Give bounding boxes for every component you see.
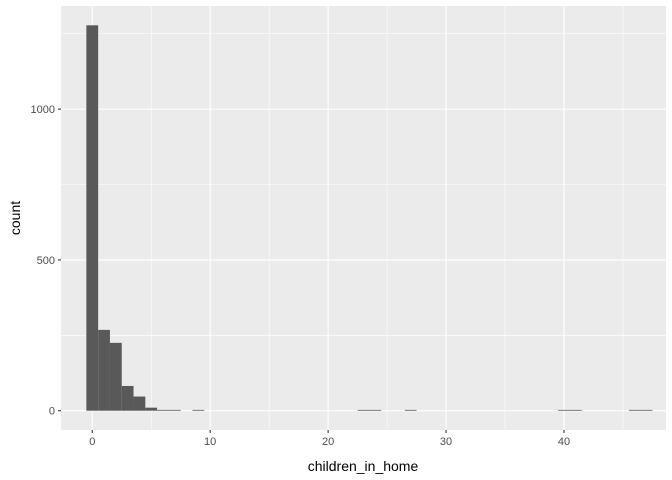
histogram-bar — [145, 407, 158, 411]
histogram-bar — [369, 409, 382, 411]
histogram-bar — [628, 409, 641, 411]
y-axis-title: count — [7, 201, 23, 235]
x-axis-title: children_in_home — [308, 458, 419, 474]
y-tick-label: 0 — [49, 406, 55, 418]
histogram-bars — [86, 25, 653, 411]
y-tick-label: 500 — [37, 255, 55, 267]
histogram-bar — [86, 25, 99, 411]
x-tick-label: 40 — [558, 436, 570, 448]
histogram-bar — [121, 385, 134, 411]
histogram-bar — [357, 409, 370, 411]
grid-minor — [61, 6, 666, 430]
x-tick-label: 30 — [440, 436, 452, 448]
histogram-bar — [133, 396, 146, 411]
histogram-bar — [98, 329, 110, 411]
plot-panel — [61, 6, 666, 430]
histogram-bar — [569, 409, 582, 411]
histogram-bar — [558, 409, 570, 411]
histogram-bar — [404, 409, 417, 411]
x-tick-label: 10 — [204, 436, 216, 448]
x-tick-label: 0 — [89, 436, 95, 448]
histogram-bar — [192, 409, 205, 411]
x-tick-label: 20 — [322, 436, 334, 448]
histogram-bar — [640, 409, 653, 411]
y-axis: 0 500 1000 — [31, 104, 61, 418]
histogram-bar — [109, 342, 122, 411]
histogram-bar — [168, 409, 181, 411]
x-axis: 0 10 20 30 40 — [89, 430, 570, 448]
histogram-bar — [157, 409, 169, 411]
y-tick-label: 1000 — [31, 104, 55, 116]
